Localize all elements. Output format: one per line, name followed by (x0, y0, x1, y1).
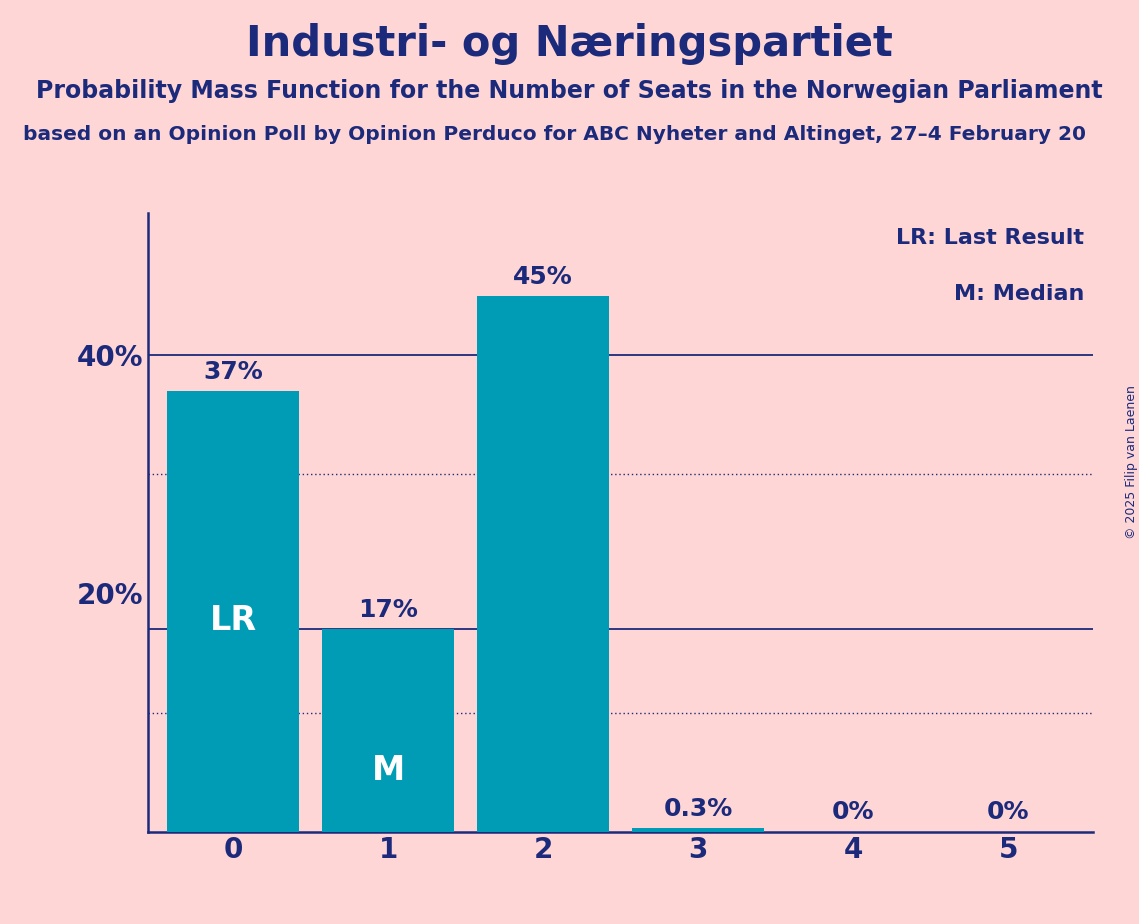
Text: based on an Opinion Poll by Opinion Perduco for ABC Nyheter and Altinget, 27–4 F: based on an Opinion Poll by Opinion Perd… (23, 125, 1085, 144)
Text: M: M (371, 754, 404, 787)
Bar (477, 296, 609, 832)
Bar (167, 391, 300, 832)
Text: 0%: 0% (988, 800, 1030, 824)
Text: 0%: 0% (831, 800, 875, 824)
Text: Probability Mass Function for the Number of Seats in the Norwegian Parliament: Probability Mass Function for the Number… (36, 79, 1103, 103)
Text: 37%: 37% (204, 360, 263, 384)
Bar (322, 629, 454, 832)
Text: Industri- og Næringspartiet: Industri- og Næringspartiet (246, 23, 893, 65)
Text: © 2025 Filip van Laenen: © 2025 Filip van Laenen (1124, 385, 1138, 539)
Bar (632, 828, 764, 832)
Text: 17%: 17% (359, 598, 418, 622)
Text: LR: LR (210, 603, 257, 637)
Text: 45%: 45% (514, 264, 573, 288)
Text: 0.3%: 0.3% (664, 796, 732, 821)
Text: LR: Last Result: LR: Last Result (896, 228, 1084, 248)
Text: M: Median: M: Median (953, 284, 1084, 304)
